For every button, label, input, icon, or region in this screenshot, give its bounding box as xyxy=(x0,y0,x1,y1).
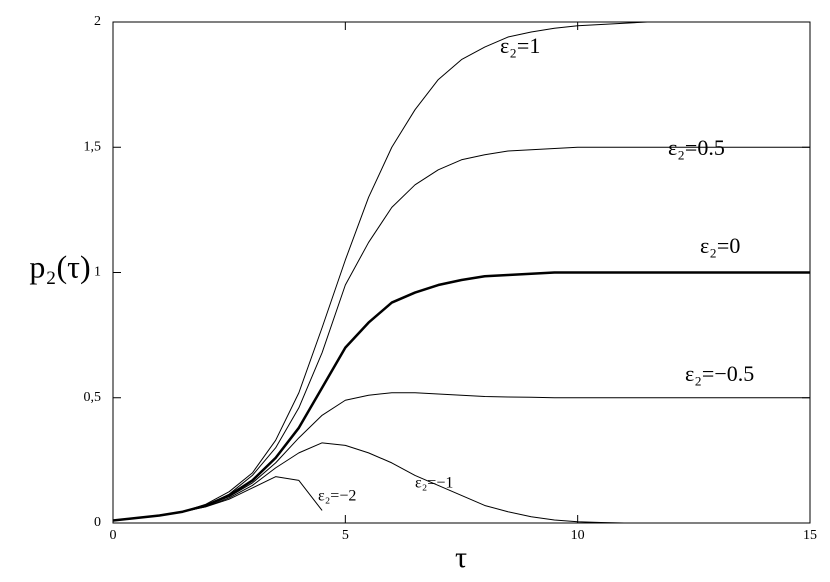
x-tick-label: 0 xyxy=(110,528,117,543)
series-line xyxy=(112,271,810,522)
x-tick-label: 5 xyxy=(342,528,349,543)
x-tick-label: 15 xyxy=(803,528,817,543)
y-tick-label: 0 xyxy=(94,515,101,530)
series-label: ε₂=0.5 xyxy=(668,135,725,160)
y-tick-label: 1,5 xyxy=(84,139,102,154)
series-label: ε₂=1 xyxy=(500,33,540,58)
y-tick-label: 1 xyxy=(94,265,101,280)
y-axis-label: p₂(τ) xyxy=(29,248,90,284)
x-axis-label: τ xyxy=(455,541,467,574)
series-line xyxy=(112,21,810,521)
series-line xyxy=(112,146,810,521)
y-tick-label: 0,5 xyxy=(84,390,102,405)
series-line xyxy=(112,442,810,524)
series-label: ε₂=−0.5 xyxy=(685,361,754,386)
series-line xyxy=(112,392,810,521)
y-tick-label: 2 xyxy=(94,14,101,29)
series-label: ε₂=−2 xyxy=(318,488,356,505)
series-label: ε₂=−1 xyxy=(415,475,453,492)
series-line xyxy=(112,476,323,521)
x-tick-label: 10 xyxy=(571,528,585,543)
series-label: ε₂=0 xyxy=(700,233,740,258)
